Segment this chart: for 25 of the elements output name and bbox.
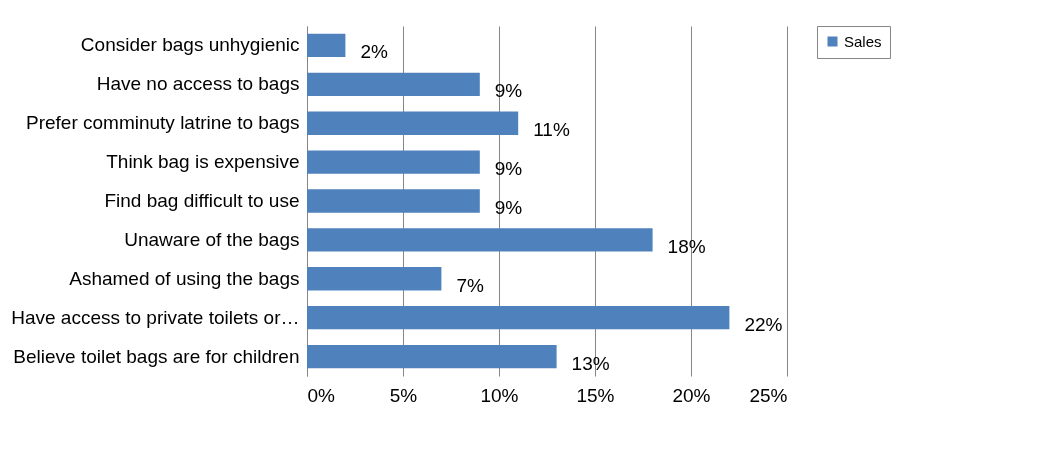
data-label: 9% <box>494 158 523 180</box>
y-tick-label: Have access to private toilets or… <box>11 306 300 328</box>
y-tick-label: Prefer comminuty latrine to bags <box>25 112 300 134</box>
y-tick-label: Think bag is expensive <box>106 151 300 173</box>
x-tick-label: 0% <box>307 384 336 406</box>
data-label: 11% <box>533 119 570 141</box>
y-tick-label: Consider bags unhygienic <box>80 34 300 56</box>
data-label: 9% <box>494 80 523 102</box>
legend-label: Sales <box>844 32 882 50</box>
y-tick-label: Believe toilet bags are for children <box>13 345 300 367</box>
x-tick-label: 25% <box>749 384 788 406</box>
y-tick-label: Ashamed of using the bags <box>69 267 300 289</box>
x-tick-label: 15% <box>576 384 615 406</box>
data-label: 18% <box>667 235 706 257</box>
y-tick-label: Unaware of the bags <box>124 228 300 250</box>
y-tick-label: Have no access to bags <box>96 73 300 95</box>
x-tick-label: 20% <box>672 384 711 406</box>
data-label: 13% <box>571 352 610 374</box>
data-label: 7% <box>456 274 484 296</box>
y-tick-label: Find bag difficult to use <box>104 190 300 211</box>
x-tick-label: 5% <box>389 384 418 406</box>
x-tick-label: 10% <box>480 384 519 406</box>
data-label: 9% <box>494 197 523 218</box>
data-label: 2% <box>360 41 388 63</box>
data-label: 22% <box>744 313 783 335</box>
